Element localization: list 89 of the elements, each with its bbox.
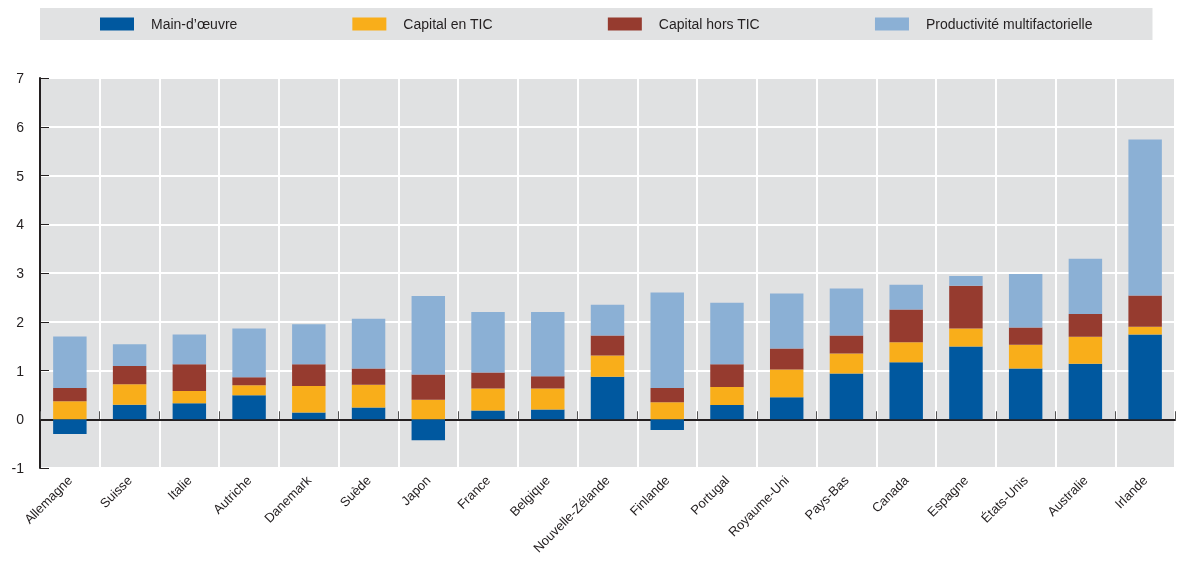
- bar: [531, 388, 565, 410]
- bar: [172, 390, 207, 404]
- bar: [292, 364, 326, 387]
- bar: [1068, 258, 1103, 314]
- bar: [1008, 327, 1043, 345]
- bar: [351, 407, 386, 420]
- legend-label: Productivité multifactorielle: [925, 16, 1093, 32]
- bar: [710, 405, 744, 420]
- bar: [1128, 326, 1162, 335]
- bar: [53, 336, 87, 389]
- bar: [590, 355, 625, 377]
- y-tick-label: 3: [16, 265, 25, 281]
- bar: [53, 388, 87, 402]
- bar: [531, 312, 565, 377]
- bar: [1128, 295, 1162, 327]
- bar: [1008, 273, 1043, 328]
- bar: [531, 376, 565, 389]
- bar: [949, 346, 983, 420]
- bar: [351, 384, 386, 408]
- bar: [1128, 334, 1162, 420]
- bar: [471, 410, 505, 420]
- bar: [1068, 363, 1103, 420]
- legend-label: Capital hors TIC: [658, 16, 760, 32]
- bar: [769, 369, 804, 398]
- y-tick-label: 4: [16, 216, 25, 233]
- bar: [411, 399, 446, 420]
- bar: [590, 335, 625, 356]
- bar: [232, 377, 266, 386]
- bar: [710, 302, 744, 365]
- bar: [172, 403, 207, 420]
- bar: [112, 404, 147, 420]
- bar: [590, 304, 625, 336]
- bar: [1008, 368, 1043, 420]
- bar: [53, 401, 87, 420]
- bar: [889, 362, 923, 420]
- bar: [471, 312, 505, 373]
- bar: [650, 292, 684, 389]
- bar: [710, 387, 744, 406]
- bar: [1068, 313, 1103, 337]
- bar: [710, 364, 744, 388]
- bar: [531, 409, 565, 420]
- bar: [232, 385, 266, 396]
- y-tick-label: 2: [16, 313, 25, 330]
- bar: [769, 293, 804, 349]
- bar: [471, 372, 505, 389]
- bar: [172, 364, 207, 391]
- bar: [949, 328, 983, 347]
- bar: [1068, 336, 1103, 364]
- bar: [411, 374, 446, 400]
- bar: [292, 324, 326, 365]
- bar: [949, 285, 983, 329]
- bar: [292, 412, 326, 420]
- bar: [232, 395, 266, 420]
- bar: [889, 284, 923, 310]
- bar: [650, 402, 684, 420]
- y-tick-label: 5: [16, 167, 25, 184]
- bar: [769, 348, 804, 370]
- bar: [1128, 139, 1162, 296]
- bar: [1008, 344, 1043, 369]
- bar: [172, 334, 207, 365]
- legend-label: Main-d’œuvre: [151, 16, 238, 32]
- bar: [112, 344, 147, 367]
- bar: [53, 419, 87, 434]
- y-tick-label: -1: [11, 460, 25, 476]
- bar: [829, 288, 864, 336]
- bar: [949, 275, 983, 286]
- bar: [650, 419, 684, 430]
- bar: [411, 419, 446, 441]
- bar: [829, 335, 864, 354]
- bar: [889, 342, 923, 363]
- y-tick-label: 7: [16, 70, 25, 86]
- legend-label: Capital en TIC: [403, 16, 493, 32]
- bar: [829, 353, 864, 374]
- bar: [889, 309, 923, 343]
- bar: [112, 384, 147, 405]
- bar: [232, 328, 266, 378]
- bar: [411, 295, 446, 375]
- bar: [351, 368, 386, 385]
- bar: [769, 397, 804, 420]
- bar: [590, 376, 625, 420]
- bar: [351, 318, 386, 369]
- bar: [650, 388, 684, 403]
- bar: [829, 373, 864, 420]
- y-tick-label: 6: [16, 118, 25, 135]
- bar: [292, 386, 326, 413]
- y-tick-label: 1: [16, 362, 25, 379]
- bar: [471, 388, 505, 411]
- y-tick-label: 0: [16, 411, 25, 428]
- bar: [112, 366, 147, 385]
